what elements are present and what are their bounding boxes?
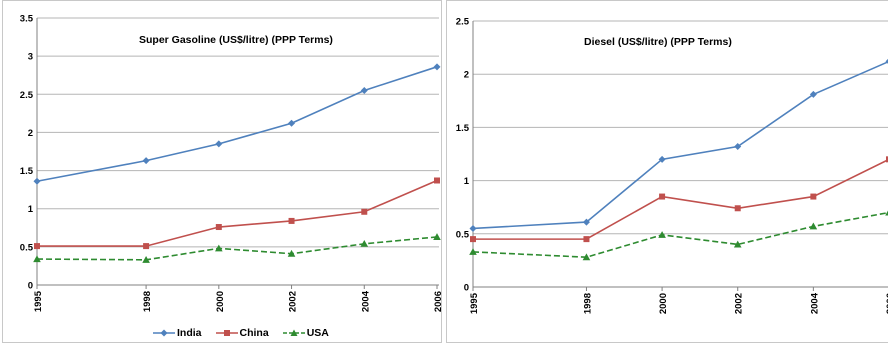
chart-legend: India China USA <box>153 327 329 339</box>
gasoline-x-tick-label: 2006 <box>433 291 443 312</box>
gasoline-x-tick-label: 2004 <box>360 290 371 312</box>
diesel-x-tick-label: 2002 <box>734 293 745 314</box>
diesel-series-line-1 <box>473 159 888 239</box>
legend-item-usa: USA <box>283 327 329 339</box>
gasoline-point <box>143 157 150 164</box>
gasoline-y-tick-label: 2 <box>28 128 33 139</box>
usa-legend-marker <box>283 328 305 338</box>
diesel-x-tick-label: 1998 <box>582 293 593 314</box>
diesel-x-tick-label: 1995 <box>469 292 480 314</box>
gasoline-point <box>216 224 222 230</box>
diesel-y-tick-label: 0 <box>464 283 469 294</box>
diesel-y-tick-label: 1 <box>464 176 470 187</box>
legend-label-usa: USA <box>307 327 329 339</box>
gasoline-point <box>434 63 441 70</box>
gasoline-chart-title: Super Gasoline (US$/litre) (PPP Terms) <box>139 34 333 46</box>
gasoline-point <box>215 140 222 147</box>
gasoline-x-tick-label: 1998 <box>142 291 153 312</box>
gasoline-y-tick-label: 3 <box>28 52 33 63</box>
gasoline-x-tick-label: 2002 <box>288 291 299 312</box>
diesel-point <box>470 225 477 232</box>
diesel-point <box>658 231 666 238</box>
diesel-y-tick-label: 1.5 <box>456 123 470 134</box>
gasoline-y-tick-label: 2.5 <box>20 90 34 101</box>
gasoline-series-line-1 <box>37 180 437 246</box>
legend-item-china: China <box>216 327 269 339</box>
gasoline-point <box>34 178 41 185</box>
diesel-point <box>583 236 589 242</box>
diesel-chart-title: Diesel (US$/litre) (PPP Terms) <box>584 36 732 48</box>
gasoline-series-line-0 <box>37 67 437 181</box>
chart-panel-gasoline: 0 0.5 1 1.5 2 2.5 3 3.5 1995 1998 2000 2002 2004 2006… <box>2 0 442 343</box>
gasoline-point <box>143 243 149 249</box>
gasoline-y-tick-label: 0 <box>28 281 33 292</box>
diesel-series-line-2 <box>473 213 888 258</box>
gasoline-point <box>434 177 440 183</box>
gasoline-y-tick-label: 1.5 <box>20 166 34 177</box>
legend-item-india: India <box>153 327 202 339</box>
gasoline-y-tick-label: 1 <box>28 204 34 215</box>
diesel-point <box>659 194 665 200</box>
gasoline-y-tick-label: 3.5 <box>20 14 34 25</box>
gasoline-point <box>289 218 295 224</box>
diesel-point <box>810 223 818 230</box>
gasoline-point <box>361 87 368 94</box>
diesel-series-line-0 <box>473 61 888 228</box>
diesel-point <box>735 205 741 211</box>
gasoline-point <box>288 120 295 127</box>
diesel-y-tick-label: 0.5 <box>456 229 470 240</box>
legend-label-india: India <box>177 327 202 339</box>
diesel-y-tick-label: 2.5 <box>456 17 470 28</box>
gasoline-series-line-2 <box>37 237 437 260</box>
china-legend-marker <box>216 328 238 338</box>
diesel-point <box>470 236 476 242</box>
diesel-x-tick-label: 2004 <box>809 292 820 314</box>
india-legend-marker <box>153 328 175 338</box>
gasoline-x-tick-label: 2000 <box>215 291 226 312</box>
diesel-y-tick-label: 2 <box>464 70 469 81</box>
gasoline-y-tick-label: 0.5 <box>20 242 34 253</box>
gasoline-point <box>361 209 367 215</box>
gasoline-chart-svg: 0 0.5 1 1.5 2 2.5 3 3.5 1995 1998 2000 2002 2004 2006 <box>3 1 443 344</box>
legend-label-china: China <box>240 327 269 339</box>
gasoline-point <box>34 243 40 249</box>
gasoline-x-tick-label: 1995 <box>33 290 44 312</box>
diesel-point <box>810 194 816 200</box>
diesel-x-tick-label: 2000 <box>658 293 669 314</box>
